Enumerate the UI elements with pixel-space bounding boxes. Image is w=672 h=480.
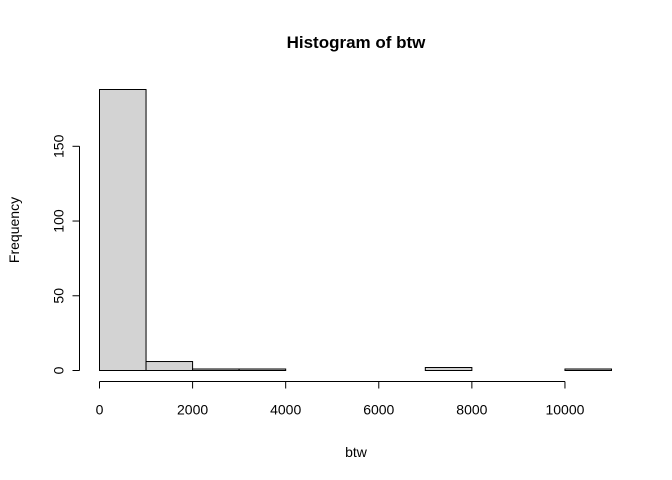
x-axis: 0 2000 4000 6000 8000 10000: [96, 381, 585, 418]
y-tick-label: 0: [51, 366, 67, 374]
histogram-bar: [145, 361, 194, 372]
y-tick-label: 150: [51, 134, 67, 158]
y-tick-label: 100: [51, 209, 67, 233]
histogram-bar: [238, 368, 287, 371]
x-tick-label: 2000: [177, 402, 208, 418]
histogram-bar: [192, 368, 240, 371]
x-tick-label: 4000: [270, 402, 301, 418]
x-tick-label: 10000: [545, 402, 584, 418]
y-axis: 0 50 100 150: [51, 134, 80, 374]
x-tick-label: 8000: [456, 402, 487, 418]
histogram-bar: [564, 368, 612, 371]
y-tick-label: 50: [51, 288, 67, 304]
x-tick-label: 6000: [363, 402, 394, 418]
histogram-bar: [99, 89, 147, 371]
bars-group: [99, 89, 612, 372]
y-axis-label: Frequency: [6, 197, 22, 263]
histogram-bar: [424, 367, 473, 372]
x-tick-label: 0: [96, 402, 104, 418]
x-axis-label: btw: [345, 444, 368, 460]
chart-title: Histogram of btw: [287, 33, 427, 52]
